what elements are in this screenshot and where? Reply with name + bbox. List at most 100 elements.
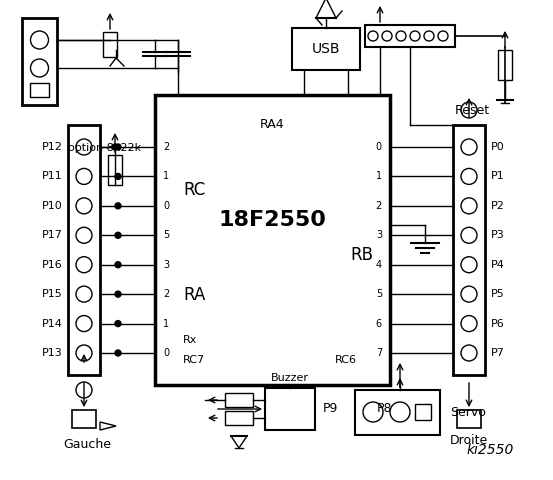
Circle shape	[115, 144, 121, 150]
Bar	[72, 410, 96, 428]
Text: P3: P3	[491, 230, 505, 240]
Circle shape	[461, 168, 477, 184]
Text: option 8x22k: option 8x22k	[68, 143, 141, 153]
Text: 0: 0	[163, 201, 169, 211]
Text: 3: 3	[376, 230, 382, 240]
Bar	[108, 155, 122, 185]
Circle shape	[424, 31, 434, 41]
Circle shape	[112, 144, 118, 150]
Circle shape	[76, 286, 92, 302]
Text: P12: P12	[42, 142, 63, 152]
Circle shape	[76, 198, 92, 214]
Circle shape	[461, 315, 477, 332]
Text: 18F2550: 18F2550	[218, 210, 326, 230]
Circle shape	[115, 262, 121, 268]
Text: USB: USB	[312, 42, 340, 56]
Circle shape	[30, 31, 49, 49]
Text: P8: P8	[377, 403, 393, 416]
Bar	[22, 18, 57, 105]
Bar	[103, 32, 117, 57]
Text: RC: RC	[183, 181, 205, 199]
Text: P11: P11	[42, 171, 63, 181]
Text: P17: P17	[42, 230, 63, 240]
Text: RA: RA	[183, 286, 205, 304]
Text: Droite: Droite	[450, 433, 488, 446]
Text: P10: P10	[42, 201, 63, 211]
Bar	[453, 125, 485, 375]
Bar	[225, 393, 253, 407]
Bar	[365, 25, 455, 47]
Text: P14: P14	[42, 319, 63, 329]
Text: ki2550: ki2550	[466, 443, 514, 457]
Text: P1: P1	[491, 171, 505, 181]
Circle shape	[76, 382, 92, 398]
Text: 5: 5	[163, 230, 169, 240]
Text: 1: 1	[163, 171, 169, 181]
Text: RC6: RC6	[335, 355, 357, 365]
Text: Servo: Servo	[450, 406, 486, 419]
Circle shape	[76, 228, 92, 243]
Circle shape	[76, 257, 92, 273]
Circle shape	[115, 203, 121, 209]
Circle shape	[115, 232, 121, 238]
Bar	[292, 28, 360, 70]
Circle shape	[390, 402, 410, 422]
Text: P4: P4	[491, 260, 505, 270]
Circle shape	[461, 257, 477, 273]
Bar	[498, 50, 512, 80]
Circle shape	[76, 139, 92, 155]
Text: P6: P6	[491, 319, 505, 329]
Text: P0: P0	[491, 142, 505, 152]
Bar	[457, 410, 481, 428]
Circle shape	[115, 321, 121, 326]
Circle shape	[461, 228, 477, 243]
Bar	[30, 83, 49, 97]
Circle shape	[461, 198, 477, 214]
Text: 2: 2	[375, 201, 382, 211]
Circle shape	[76, 345, 92, 361]
Circle shape	[461, 102, 477, 118]
Text: 5: 5	[375, 289, 382, 299]
Text: P9: P9	[322, 403, 338, 416]
Text: Reset: Reset	[455, 104, 490, 117]
Text: P2: P2	[491, 201, 505, 211]
Circle shape	[76, 168, 92, 184]
Circle shape	[461, 139, 477, 155]
Text: RC7: RC7	[183, 355, 205, 365]
Text: RA4: RA4	[260, 119, 284, 132]
Circle shape	[115, 173, 121, 180]
Circle shape	[396, 31, 406, 41]
Text: 0: 0	[163, 348, 169, 358]
Text: P16: P16	[42, 260, 63, 270]
Text: Gauche: Gauche	[63, 439, 111, 452]
Circle shape	[30, 59, 49, 77]
Circle shape	[115, 350, 121, 356]
Text: Buzzer: Buzzer	[271, 373, 309, 383]
Text: P13: P13	[42, 348, 63, 358]
Circle shape	[76, 315, 92, 332]
Text: RB: RB	[350, 246, 373, 264]
Bar	[68, 125, 100, 375]
Text: 2: 2	[163, 142, 169, 152]
Circle shape	[368, 31, 378, 41]
Text: 1: 1	[163, 319, 169, 329]
Bar	[415, 404, 431, 420]
Text: 0: 0	[376, 142, 382, 152]
Circle shape	[461, 345, 477, 361]
Text: 1: 1	[376, 171, 382, 181]
Text: 6: 6	[376, 319, 382, 329]
Text: 7: 7	[375, 348, 382, 358]
Circle shape	[363, 402, 383, 422]
Circle shape	[382, 31, 392, 41]
Circle shape	[461, 286, 477, 302]
Text: Rx: Rx	[183, 335, 197, 345]
Text: 2: 2	[163, 289, 169, 299]
Bar	[355, 390, 440, 435]
Bar	[155, 95, 390, 385]
Text: P5: P5	[491, 289, 505, 299]
Text: 4: 4	[376, 260, 382, 270]
Text: 3: 3	[163, 260, 169, 270]
Circle shape	[115, 291, 121, 297]
Bar	[265, 388, 315, 430]
Bar	[225, 411, 253, 425]
